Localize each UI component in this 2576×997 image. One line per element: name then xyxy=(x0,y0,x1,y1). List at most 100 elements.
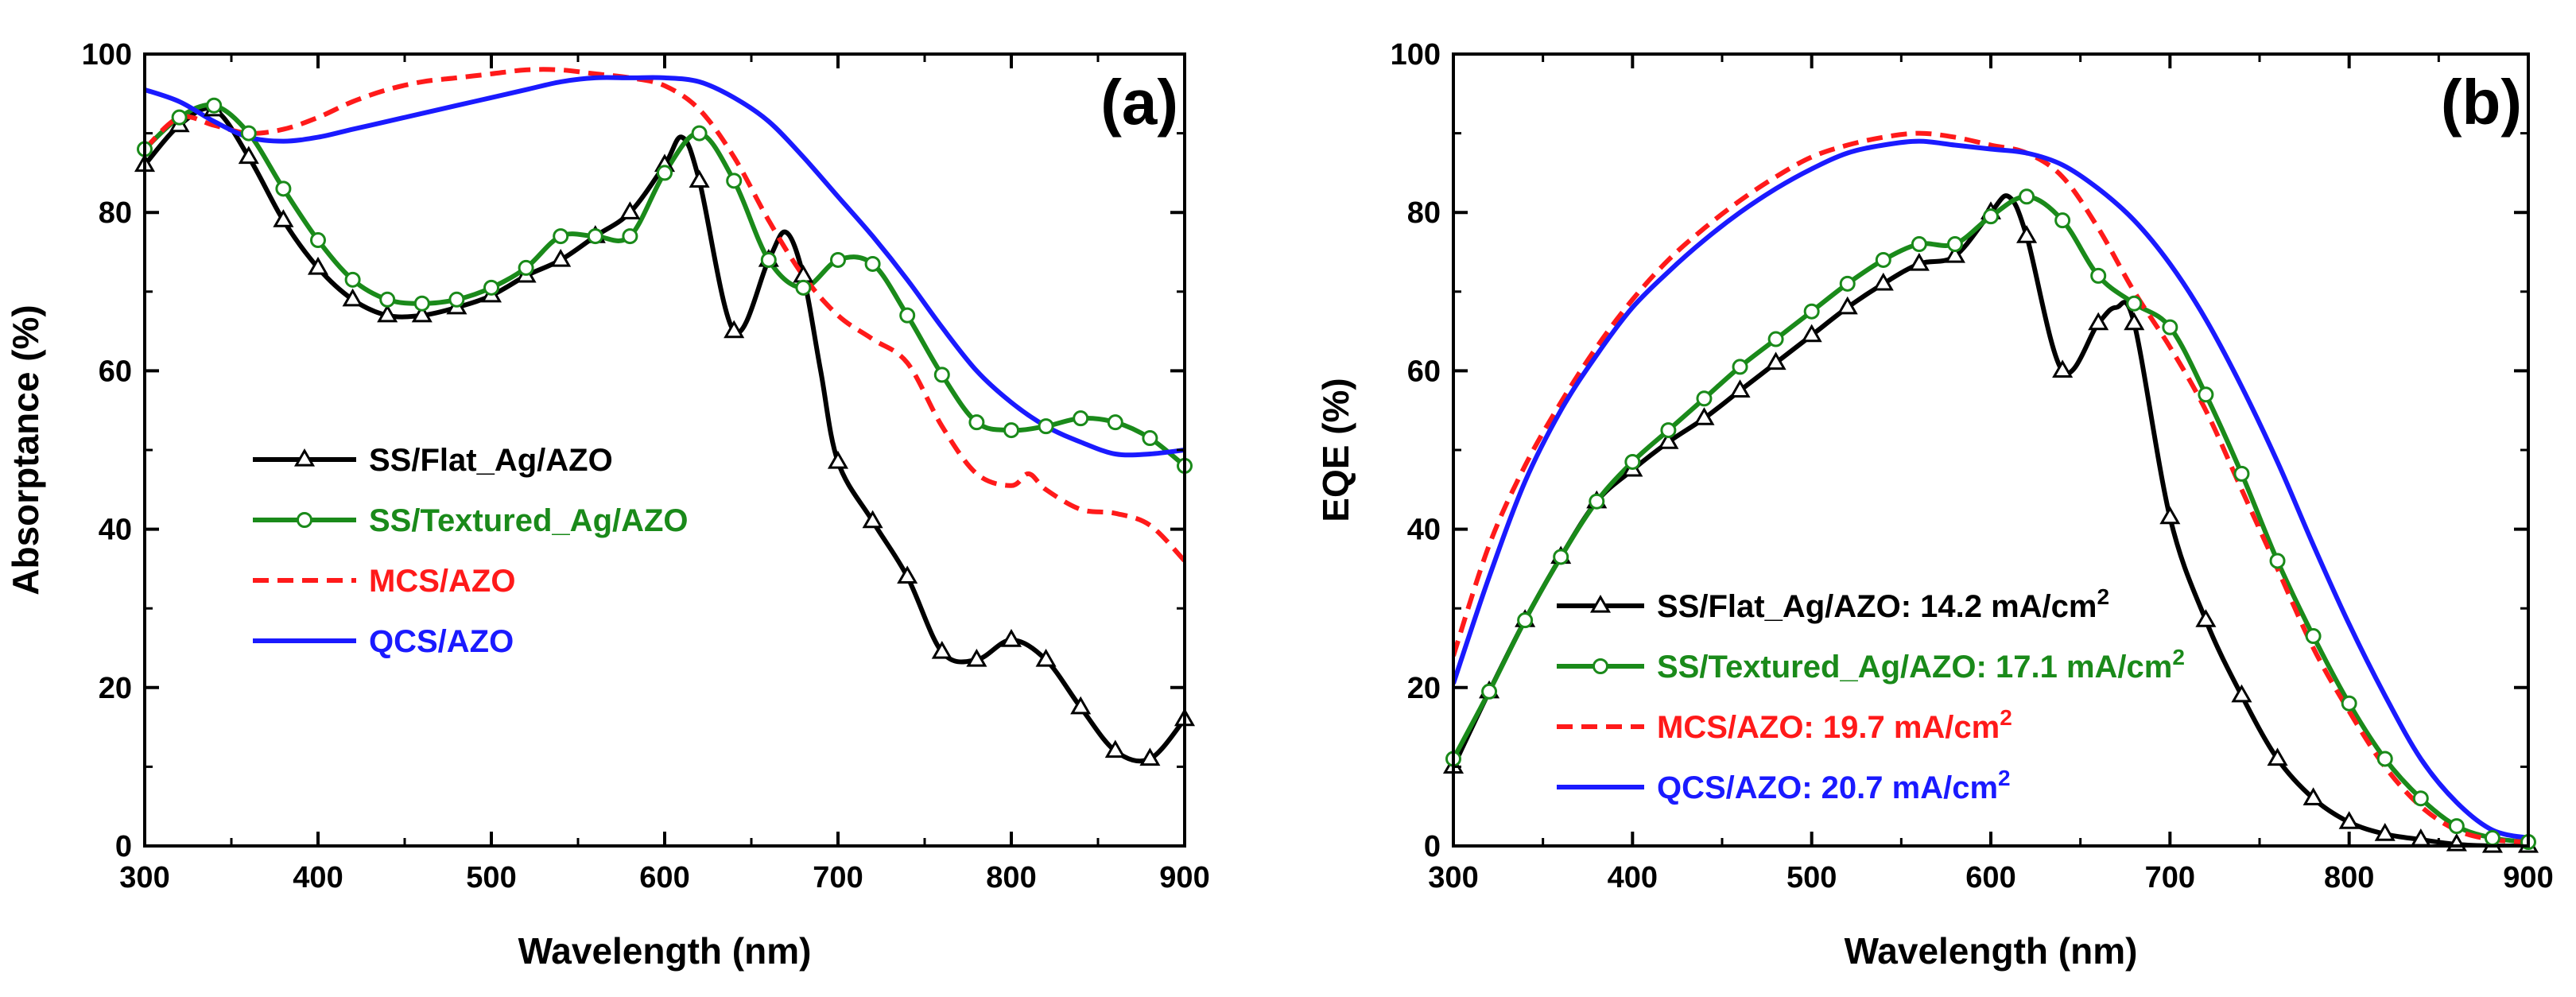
panel-b-x-tick-label: 400 xyxy=(1608,861,1658,894)
panel-b-series-1-point xyxy=(1946,236,1963,253)
panel-a-x-axis-label: Wavelength (nm) xyxy=(518,930,812,972)
panel-a-x-tick-label: 800 xyxy=(986,861,1036,894)
panel-a-series-1-point xyxy=(206,97,223,114)
panel-b-series-1-point xyxy=(2484,830,2500,847)
panel-a-series-1-point xyxy=(171,109,188,126)
panel-a-series-1-point xyxy=(344,271,361,288)
panel-a-series-1-point xyxy=(1038,418,1054,435)
panel-a-series-1-point xyxy=(657,165,673,181)
panel-a-series-1-point xyxy=(622,228,638,245)
panel-a-series-0-point xyxy=(724,320,745,339)
panel-b-y-tick-label: 40 xyxy=(1407,514,1441,547)
panel-b-series-0-point xyxy=(2231,684,2252,703)
panel-b-series-0-point xyxy=(1908,252,1930,271)
panel-a-x-tick-label: 600 xyxy=(639,861,689,894)
panel-a-series-1-point xyxy=(933,367,950,383)
panel-a-y-axis-label: Absorptance (%) xyxy=(5,305,46,595)
panel-a-series-0-point xyxy=(273,209,294,227)
panel-b-x-axis-label: Wavelength (nm) xyxy=(1845,930,2138,972)
panel-b-series-1-point xyxy=(1660,422,1677,439)
panel-b-series-1-point xyxy=(2269,553,2286,569)
panel-b-series-0-point xyxy=(2302,787,2324,805)
panel-a-series-1-point xyxy=(864,255,881,272)
panel-b-series-1-point xyxy=(2376,751,2393,767)
panel-b-series-0-point xyxy=(1801,324,1822,343)
panel-b-legend-superscript: 2 xyxy=(1998,766,2011,790)
panel-b-y-tick-label: 80 xyxy=(1407,196,1441,230)
panel-b-series-1-point xyxy=(2126,295,2143,312)
panel-a-y-tick-label: 20 xyxy=(99,672,132,705)
panel-b-series-0-point xyxy=(2052,359,2074,378)
panel-b-series-1-point xyxy=(1696,390,1713,407)
panel-a-series-1-point xyxy=(310,232,326,249)
panel-a-series-0-point xyxy=(1000,629,1022,647)
panel-a-y-tick-label: 80 xyxy=(99,196,132,230)
panel-b-legend-entry-label: QCS/AZO: 20.7 mA/cm2 xyxy=(1657,766,2011,805)
panel-a-series-1-point xyxy=(587,228,603,245)
panel-a-y-tick-label: 60 xyxy=(99,355,132,388)
panel-b-series-0-point xyxy=(2159,506,2181,525)
panel-b-series-1-point xyxy=(1767,331,1784,347)
panel-a-series-1-point xyxy=(795,279,812,296)
panel-b-x-tick-label: 300 xyxy=(1428,861,1478,894)
panel-b-series-1-point xyxy=(1589,493,1605,510)
panel-a-x-tick-label: 500 xyxy=(466,861,516,894)
panel-b-series-0-point xyxy=(2195,609,2217,627)
panel-a-series-0-point xyxy=(619,201,641,219)
panel-b-legend-superscript: 2 xyxy=(2172,645,2185,669)
panel-b-series-1-point xyxy=(2054,212,2071,229)
panel-b-series-1-point xyxy=(1517,612,1534,629)
panel-a-y-tick-label: 40 xyxy=(99,514,132,547)
panel-a-series-1-point xyxy=(275,180,292,197)
panel-b-x-tick-label: 700 xyxy=(2145,861,2195,894)
panel-b-series-0-point xyxy=(1872,272,1894,291)
panel-b-series-1-point xyxy=(1803,303,1820,320)
panel-a-series-1-point xyxy=(1107,414,1123,431)
panel-a-series-0-point xyxy=(342,288,363,307)
panel-a-series-0-point xyxy=(411,304,433,323)
panel-b-series-1-point xyxy=(2448,818,2465,835)
panel-b-series-0-point xyxy=(1765,351,1787,370)
panel-a-legend-marker xyxy=(297,512,312,528)
panel-a-series-0-point xyxy=(1104,739,1126,758)
panel-b-legend-marker xyxy=(1589,594,1612,613)
panel-b-series-1-point xyxy=(2019,188,2035,205)
panel-b-y-tick-label: 60 xyxy=(1407,355,1441,388)
panel-a-legend-entry-label: QCS/AZO xyxy=(369,624,514,659)
panel-a-series-line-2 xyxy=(145,67,1185,563)
panel-b-x-tick-label: 600 xyxy=(1965,861,2015,894)
panel-b-y-axis-label: EQE (%) xyxy=(1315,378,1356,522)
panel-b-series-1-point xyxy=(2090,267,2107,284)
panel-b-x-tick-label: 900 xyxy=(2503,861,2553,894)
panel-b-series-0-point xyxy=(2338,811,2360,829)
panel-b-series-1-point xyxy=(1839,275,1856,292)
panel-a-absorptance-chart: 300 400 500 600 700 800 900 0 20 40 60 80 100 Wavelen… xyxy=(5,38,1210,972)
panel-a-series-0-point xyxy=(827,450,849,469)
panel-a-panel-label: (a) xyxy=(1100,67,1178,138)
panel-b-series-0-point xyxy=(1658,431,1679,449)
panel-b-series-1-point xyxy=(1983,208,1999,225)
panel-b-series-1-point xyxy=(1732,359,1748,375)
panel-a-series-0-point xyxy=(307,256,329,275)
panel-b-series-0-point xyxy=(1693,407,1715,425)
panel-a-series-0-point xyxy=(897,565,918,584)
panel-b-series-0-point xyxy=(2374,823,2396,841)
panel-a-series-1-point xyxy=(413,295,430,312)
panel-b-series-line-0 xyxy=(1453,193,2528,846)
panel-b-series-1-point xyxy=(2198,386,2214,403)
panel-a-series-1-point xyxy=(691,125,708,142)
panel-a-series-1-point xyxy=(553,228,569,245)
panel-a-legend: SS/Flat_Ag/AZO SS/Textured_Ag/AZO MCS/AZO Q… xyxy=(253,443,689,659)
panel-a-series-0-point xyxy=(1035,648,1057,667)
panel-a-series-1-point xyxy=(1073,410,1089,427)
panel-a-series-0-point xyxy=(1139,747,1161,766)
panel-b-legend-marker xyxy=(1593,658,1608,674)
panel-b-series-0-point xyxy=(2088,312,2109,331)
panel-b-series-1-point xyxy=(1911,236,1927,253)
panel-a-series-0-point xyxy=(1070,696,1092,715)
panel-a-legend-entry-label: MCS/AZO xyxy=(369,564,515,599)
panel-b-eqe-chart: 300 400 500 600 700 800 900 0 20 40 60 80 100 Wavelen… xyxy=(1315,38,2554,972)
panel-b-series-1-point xyxy=(2341,695,2357,712)
panel-a-y-tick-label: 100 xyxy=(82,38,132,72)
